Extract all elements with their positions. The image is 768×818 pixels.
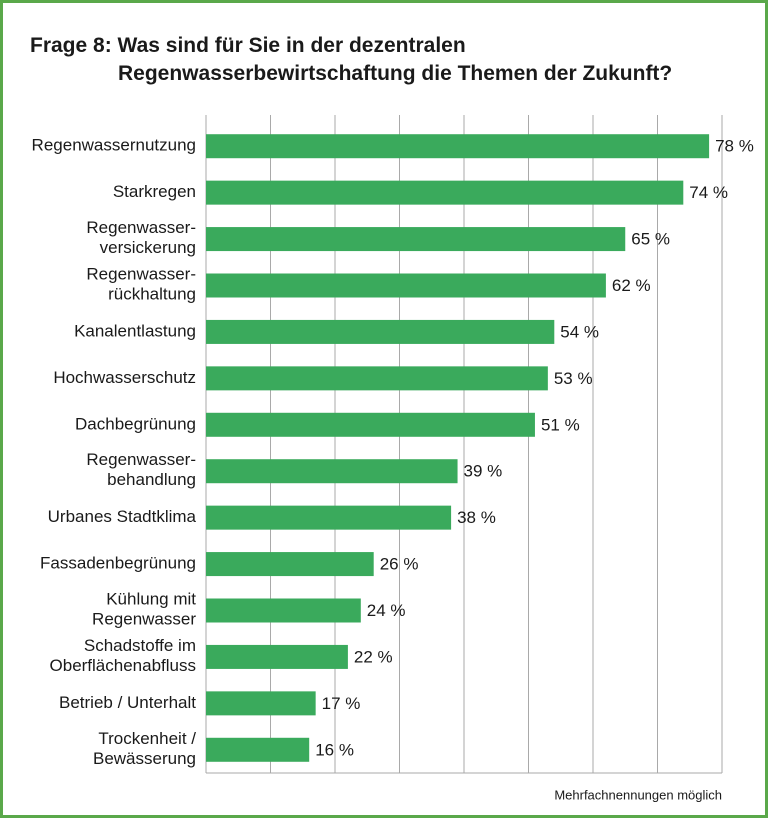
y-tick-label: Schadstoffe im Oberflächenabfluss bbox=[50, 636, 196, 675]
bar bbox=[206, 505, 452, 530]
bar bbox=[206, 737, 310, 762]
bar bbox=[206, 412, 535, 437]
value-label: 51 % bbox=[541, 415, 580, 434]
y-tick-label: Betrieb / Unterhalt bbox=[59, 693, 196, 712]
value-label: 78 % bbox=[715, 137, 754, 156]
value-label: 65 % bbox=[631, 230, 670, 249]
value-label: 26 % bbox=[380, 555, 419, 574]
value-label: 54 % bbox=[560, 322, 599, 341]
y-tick-label: Starkregen bbox=[113, 182, 196, 201]
chart-title: Frage 8: Was sind für Sie in der dezentr… bbox=[30, 34, 672, 85]
value-label: 24 % bbox=[367, 601, 406, 620]
value-label: 22 % bbox=[354, 647, 393, 666]
y-tick-label: Kühlung mit Regenwasser bbox=[92, 590, 196, 629]
bar bbox=[206, 180, 684, 205]
y-tick-label: Regenwasser-behandlung bbox=[86, 451, 196, 490]
bar bbox=[206, 134, 710, 159]
value-label: 74 % bbox=[689, 183, 728, 202]
y-tick-label: Kanalentlastung bbox=[74, 321, 196, 340]
y-tick-label: Trockenheit / Bewässerung bbox=[93, 729, 196, 768]
y-tick-label: Fassadenbegrünung bbox=[40, 554, 196, 573]
bar bbox=[206, 227, 626, 252]
value-label: 38 % bbox=[457, 508, 496, 527]
y-tick-label: Dachbegrünung bbox=[75, 414, 196, 433]
y-tick-label: Hochwasserschutz bbox=[53, 368, 196, 387]
bar bbox=[206, 459, 458, 484]
value-label: 17 % bbox=[322, 694, 361, 713]
value-label: 39 % bbox=[464, 462, 503, 481]
y-tick-label: Urbanes Stadtklima bbox=[48, 507, 197, 526]
footnote: Mehrfachnennungen möglich bbox=[554, 787, 722, 802]
bar bbox=[206, 691, 316, 716]
bar bbox=[206, 644, 348, 669]
bar bbox=[206, 319, 555, 344]
y-tick-label: Regenwasser-rückhaltung bbox=[86, 265, 196, 304]
value-label: 16 % bbox=[315, 740, 354, 759]
value-label: 62 % bbox=[612, 276, 651, 295]
bar bbox=[206, 273, 606, 298]
bar bbox=[206, 366, 548, 391]
y-tick-label: Regenwassernutzung bbox=[32, 136, 196, 155]
y-tick-label: Regenwasser-versickerung bbox=[86, 219, 196, 258]
bar bbox=[206, 552, 374, 577]
value-label: 53 % bbox=[554, 369, 593, 388]
bar bbox=[206, 598, 361, 623]
